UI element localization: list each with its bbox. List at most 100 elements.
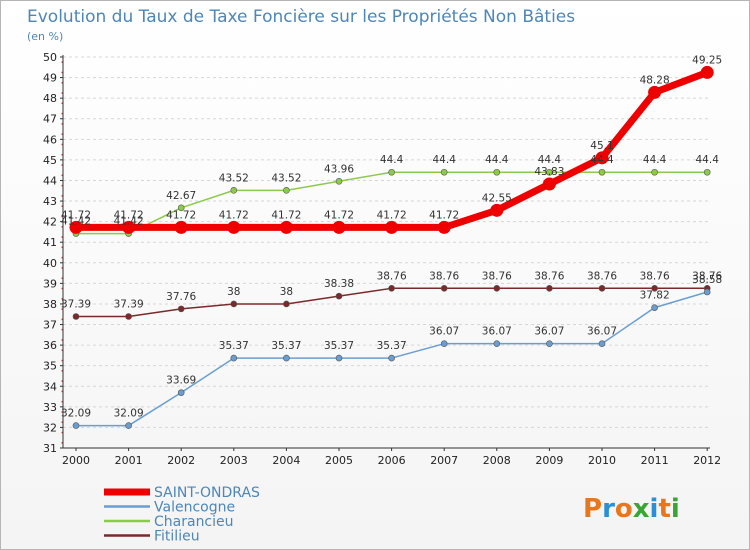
y-tick-label: 47 — [43, 113, 57, 126]
data-point — [546, 340, 553, 347]
legend-label: Valencogne — [154, 500, 235, 516]
data-label: 38.38 — [324, 278, 354, 290]
data-label: 43.52 — [271, 172, 301, 184]
data-label: 36.07 — [587, 326, 617, 338]
data-point — [440, 340, 448, 347]
data-point — [335, 354, 343, 362]
series-saint-ondras — [69, 65, 714, 234]
y-tick-label: 42 — [43, 216, 57, 229]
data-label: 33.69 — [166, 375, 196, 387]
data-label: 37.39 — [61, 299, 91, 311]
y-minor-tick — [61, 349, 63, 351]
y-tick-label: 32 — [43, 421, 57, 434]
data-label: 38.58 — [692, 274, 722, 286]
y-minor-tick — [61, 370, 63, 372]
data-label: 38 — [280, 286, 293, 298]
y-minor-tick — [61, 380, 63, 382]
data-label: 44.4 — [643, 154, 667, 166]
y-tick-label: 39 — [43, 277, 57, 290]
data-point — [598, 340, 606, 347]
data-label: 38.76 — [482, 270, 512, 282]
y-tick-label: 49 — [43, 72, 57, 85]
y-tick-label: 37 — [43, 319, 57, 332]
y-minor-tick — [61, 267, 63, 269]
data-label: 41.72 — [429, 209, 459, 221]
y-minor-tick — [61, 298, 63, 300]
data-label: 35.37 — [271, 340, 301, 352]
data-label: 38.76 — [587, 270, 617, 282]
data-point — [651, 304, 658, 311]
y-tick-label: 40 — [43, 257, 57, 270]
y-minor-tick — [61, 112, 63, 115]
y-minor-tick — [61, 328, 63, 331]
y-minor-tick — [61, 421, 63, 424]
y-minor-tick — [61, 164, 63, 166]
data-label: 48.28 — [640, 74, 670, 86]
data-label: 35.37 — [324, 340, 354, 352]
data-label: 44.4 — [380, 154, 404, 166]
data-point — [648, 85, 662, 99]
data-point — [388, 168, 395, 176]
y-minor-tick — [61, 81, 63, 84]
data-label: 41.72 — [219, 209, 249, 221]
x-tick-label: 2003 — [220, 454, 248, 467]
data-point — [279, 220, 293, 234]
data-point — [595, 151, 609, 165]
data-label: 41.72 — [61, 209, 91, 221]
y-minor-tick — [61, 442, 63, 444]
data-label: 35.37 — [377, 340, 407, 352]
data-point — [125, 313, 132, 320]
series-valencogne — [72, 288, 711, 429]
data-label: 44.4 — [433, 154, 457, 166]
data-point — [700, 65, 714, 79]
x-tick-label: 2005 — [325, 454, 353, 467]
series-lines — [69, 65, 714, 429]
data-label: 43.52 — [219, 172, 249, 184]
y-minor-tick — [61, 246, 63, 249]
data-label: 45.1 — [590, 140, 613, 152]
y-minor-tick — [61, 287, 63, 290]
data-point — [493, 285, 501, 292]
data-label: 38.76 — [692, 270, 722, 282]
y-minor-tick — [61, 411, 63, 413]
x-tick-label: 2000 — [62, 454, 90, 467]
data-label: 43.83 — [534, 166, 564, 178]
y-minor-tick — [61, 71, 63, 74]
data-point — [177, 389, 185, 396]
data-label: 37.76 — [166, 291, 196, 303]
y-minor-tick — [61, 308, 63, 310]
logo-letter: t — [658, 494, 670, 524]
data-point — [493, 340, 501, 347]
series-fitilieu — [72, 285, 711, 320]
y-minor-tick — [61, 215, 63, 218]
data-labels: 41.42 41.42 42.67 43.52 43.52 43.96 44.4 44.4 44… — [61, 54, 723, 419]
data-label: 36.07 — [482, 326, 512, 338]
data-label: 42.55 — [482, 192, 512, 204]
x-tick-label: 2010 — [588, 454, 616, 467]
data-label: 44.4 — [485, 154, 509, 166]
legend-label: Fitilieu — [154, 529, 200, 545]
data-label: 36.07 — [429, 326, 459, 338]
data-point — [283, 300, 290, 308]
logo-letter: i — [671, 494, 680, 524]
series-charancieu — [72, 168, 711, 237]
data-point — [546, 285, 553, 292]
logo-letter: i — [650, 494, 659, 524]
legend-label: Charancieu — [154, 514, 234, 530]
data-point — [335, 177, 343, 185]
y-minor-tick — [61, 195, 63, 197]
data-label: 32.09 — [114, 408, 144, 420]
y-minor-tick — [61, 123, 63, 125]
y-tick-label: 48 — [43, 92, 57, 105]
legend-label: SAINT-ONDRAS — [154, 485, 260, 501]
y-tick-label: 43 — [43, 195, 57, 208]
data-point — [335, 292, 343, 300]
y-minor-tick — [61, 102, 63, 105]
y-tick-label: 46 — [43, 133, 57, 146]
data-label: 41.42 — [114, 216, 144, 228]
data-point — [651, 168, 658, 176]
data-label: 42.67 — [166, 190, 196, 202]
data-point — [493, 168, 501, 176]
data-point — [598, 285, 606, 292]
